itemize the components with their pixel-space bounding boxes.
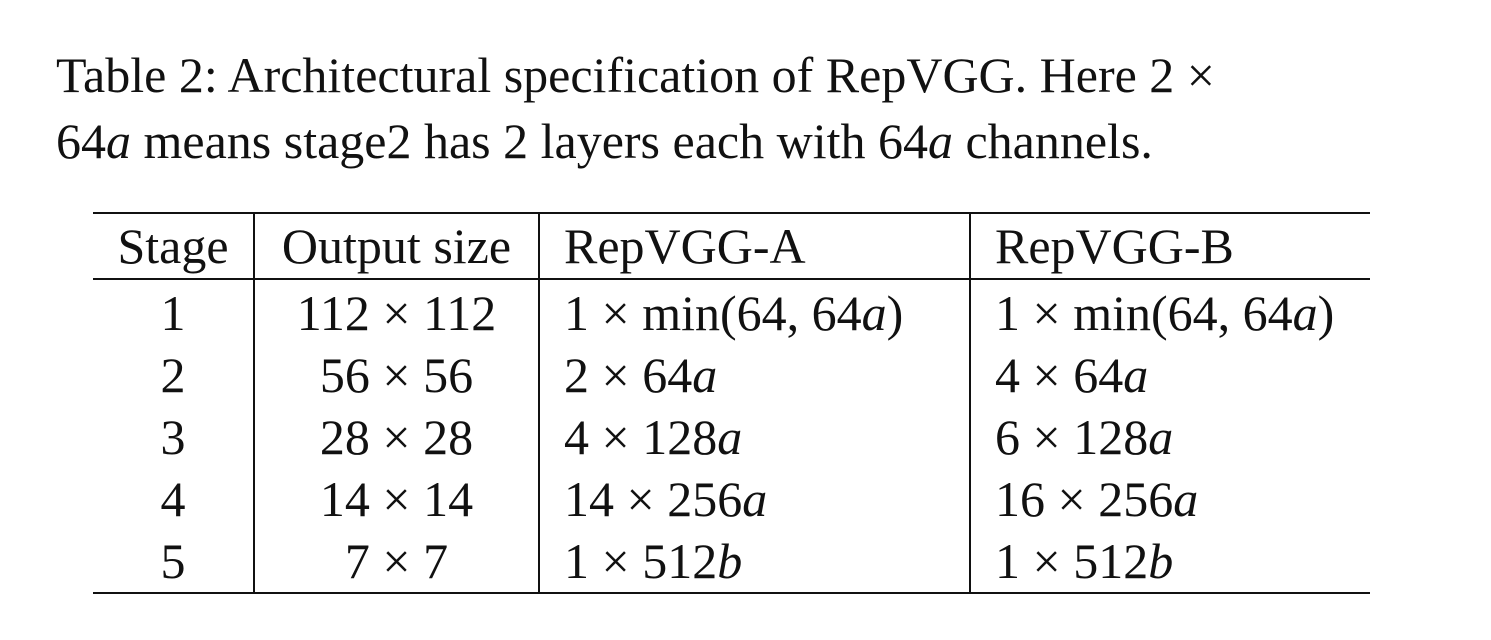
architecture-table: Stage Output size RepVGG-A RepVGG-B 1 11… (93, 212, 1370, 594)
cell-output-size: 112 × 112 (254, 279, 540, 344)
cell-output-size: 56 × 56 (254, 344, 540, 406)
cell-repvgg-b: 6 × 128a (995, 409, 1174, 465)
header-repvgg-a: RepVGG-A (539, 213, 971, 279)
cell-stage: 5 (93, 530, 255, 593)
cell-repvgg-b: 1 × min(64, 64a) (995, 285, 1335, 341)
caption-line-2: 64a means stage2 has 2 layers each with … (56, 113, 1153, 169)
cell-output-size: 14 × 14 (254, 468, 540, 530)
cell-repvgg-a: 1 × min(64, 64a) (539, 279, 971, 344)
table-row: 1 112 × 112 1 × min(64, 64a) 1 × min(64,… (93, 279, 1370, 344)
cell-output-size: 28 × 28 (254, 406, 540, 468)
cell-repvgg-a: 4 × 128a (539, 406, 971, 468)
caption-line-1: Table 2: Architectural specification of … (56, 47, 1216, 103)
cell-stage: 1 (93, 279, 255, 344)
table-row: 2 56 × 56 2 × 64a 4 × 64a (93, 344, 1370, 406)
header-stage: Stage (93, 213, 255, 279)
cell-stage: 3 (93, 406, 255, 468)
cell-output-size: 7 × 7 (254, 530, 540, 593)
table-header-row: Stage Output size RepVGG-A RepVGG-B (93, 213, 1370, 279)
cell-repvgg-b: 1 × 512b (995, 533, 1174, 589)
table-caption: Table 2: Architectural specification of … (56, 42, 1436, 174)
cell-stage: 4 (93, 468, 255, 530)
cell-repvgg-a: 2 × 64a (539, 344, 971, 406)
header-output-size: Output size (254, 213, 540, 279)
cell-repvgg-a: 1 × 512b (539, 530, 971, 593)
table-row: 3 28 × 28 4 × 128a 6 × 128a (93, 406, 1370, 468)
cell-repvgg-b: 16 × 256a (995, 471, 1199, 527)
table-row: 4 14 × 14 14 × 256a 16 × 256a (93, 468, 1370, 530)
cell-stage: 2 (93, 344, 255, 406)
header-repvgg-b: RepVGG-B (995, 218, 1234, 274)
cell-repvgg-b: 4 × 64a (995, 347, 1149, 403)
cell-repvgg-a: 14 × 256a (539, 468, 971, 530)
table-row: 5 7 × 7 1 × 512b 1 × 512b (93, 530, 1370, 593)
